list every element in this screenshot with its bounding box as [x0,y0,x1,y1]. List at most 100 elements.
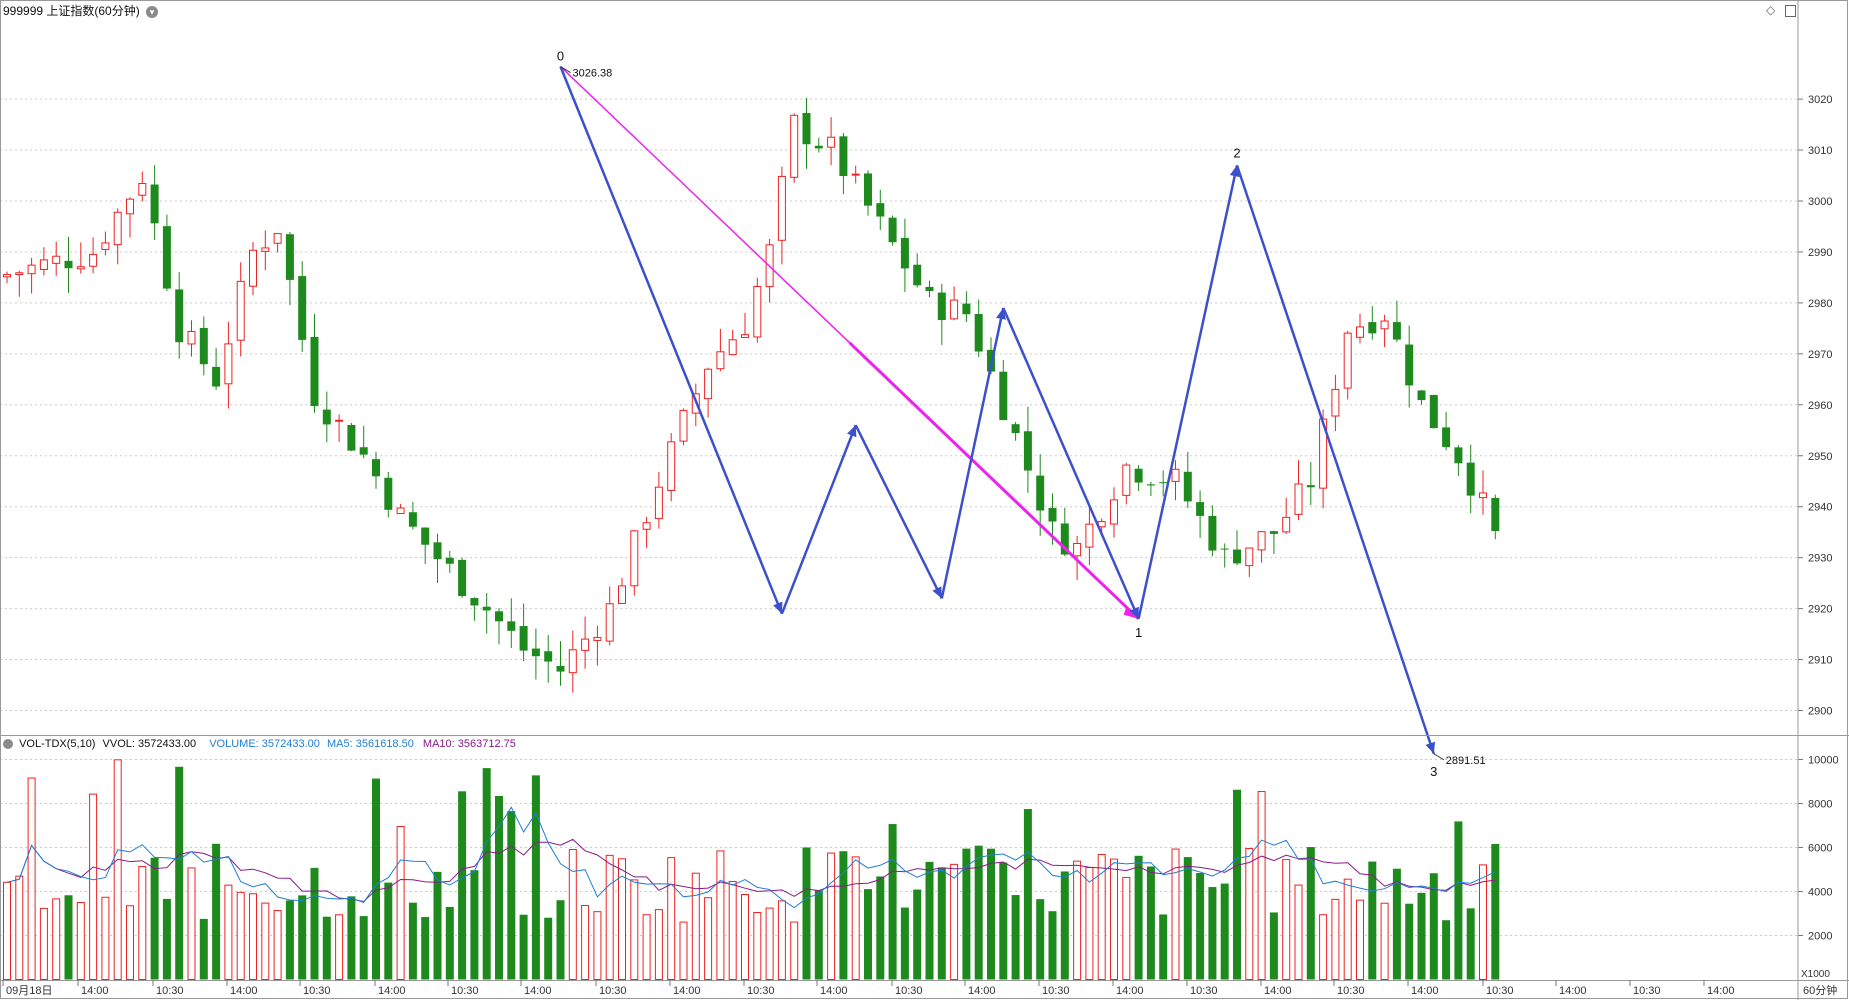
candle-body-down [888,217,897,243]
volume-bar-down [544,917,553,980]
candle-body-up [1122,464,1131,496]
volume-bar-down [408,902,417,980]
volume-bar-down [384,882,393,980]
candle-body-up [790,114,799,178]
vvol-value: 3572433.00 [138,738,197,750]
volume-bar-up [1110,858,1118,981]
volume-bar-up [39,907,48,981]
wave-segment [1002,307,1140,620]
volume-tick-label: 4000 [1808,887,1832,899]
candle-body-up [716,351,725,370]
candle-body-down [384,477,393,510]
volume-bar-up [261,902,270,981]
candle-body-down [1011,424,1020,433]
volume-bar-up [630,879,639,981]
candle-body-up [1380,320,1389,330]
candle-body-down [1233,549,1241,564]
volume-bar-up [1479,864,1487,980]
volume-bar-up [1171,848,1180,981]
volume-bar-down [1417,892,1426,980]
candle-body-down [999,371,1008,421]
candle-body-up [851,173,860,176]
time-tick-label: 10:30 [1633,985,1661,997]
volume-bar-down [1183,857,1192,980]
candle-body-down [1417,390,1426,401]
wave-thin [560,66,783,614]
wave-segment [854,424,943,599]
price-tick-label: 2920 [1808,604,1832,616]
volume-bar-down [888,824,897,980]
volume-tick-label: 2000 [1808,931,1832,943]
candle-body-down [458,559,467,597]
volume-bar-down [1011,895,1020,980]
candle-body-down [544,651,553,662]
candle-body-down [556,665,565,672]
candle-body-up [273,233,282,244]
candle-body-up [236,280,245,341]
volume-label: VOLUME: [209,738,259,750]
volume-bar-down [1392,868,1401,980]
period-label: 60分钟 [1803,983,1837,997]
chevron-down-icon[interactable]: ▾ [146,5,159,18]
volume-bar-down [482,768,491,980]
candle-body-down [1454,447,1463,464]
ma5-line [6,806,1496,909]
main-title: 999999 上证指数(60分钟) ▾ [3,2,159,19]
candle-body-up [101,242,110,250]
candle-body-up [654,486,663,520]
volume-bar-up [1294,884,1303,980]
volume-bar-up [335,914,344,980]
volume-bar-up [27,777,36,981]
volume-bar-up [777,900,786,980]
volume-bar-up [765,907,774,981]
candle-body-down [1159,482,1168,484]
diamond-icon[interactable]: ◇ [1766,3,1776,17]
candle-body-down [1269,531,1278,534]
volume-bar-up [1319,914,1328,980]
candle-body-up [39,259,48,270]
candle-body-up [138,183,147,196]
candle-body-down [1491,497,1500,532]
candle-body-down [1146,484,1155,486]
candle-body-down [408,512,417,527]
volume-bar-up [1343,878,1352,980]
candle-body-up [605,603,614,642]
volume-bar-down [347,896,356,980]
volume-value: 3572433.00 [261,738,320,750]
volume-bar-up [790,921,799,981]
wave-label-3: 3 [1430,764,1437,779]
volume-settings-icon[interactable] [3,739,13,750]
candle-body-down [212,366,221,387]
candle-body-up [1171,468,1180,482]
price-tick-label: 2930 [1808,553,1832,565]
volume-bar-down [199,918,208,980]
volume-bar-up [950,863,959,981]
volume-bar-down [900,907,909,980]
candle-body-down [1306,485,1315,488]
wave-lines: 0 1 2 3 3026.38 2891.51 [557,49,1486,779]
trend-line-bold [848,341,1140,620]
trend-arrowhead [1123,606,1139,619]
volume-bar-up [716,850,725,980]
time-tick-label: 09月18日 [6,985,52,997]
volume-bar-down [802,847,811,980]
candle-body-down [285,234,294,280]
wave-arrowhead [847,425,857,438]
volume-bar-up [273,910,282,981]
price-tick-label: 2900 [1808,706,1832,718]
price-tick-label: 3020 [1808,94,1832,106]
candle-body-down [1048,507,1057,522]
candle-body-up [1257,531,1266,551]
volume-bar-up [568,849,577,980]
volume-bar-down [999,862,1008,980]
candle-body-up [52,255,61,264]
time-tick-label: 14:00 [81,985,109,997]
volume-bar-up [3,881,11,980]
volume-bar-down [519,914,528,980]
volume-bar-down [987,848,995,980]
panel-toggle-icon[interactable] [1784,4,1796,17]
volume-tick-label: 6000 [1808,843,1832,855]
candle-body-down [421,527,430,545]
price-grid [0,98,1798,711]
